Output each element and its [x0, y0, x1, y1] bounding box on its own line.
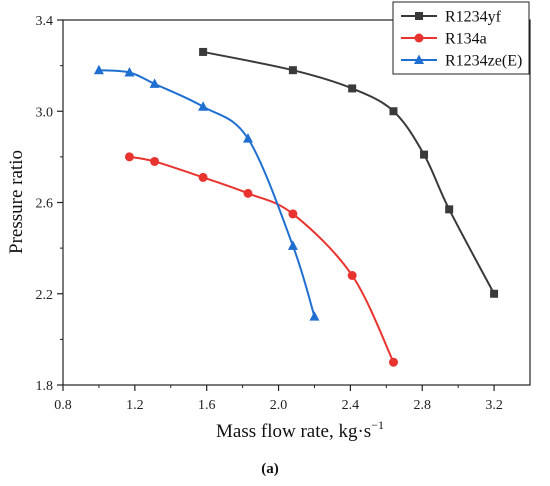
series-line-r134a	[129, 155, 395, 363]
legend-marker-r1234yf	[415, 12, 423, 20]
data-point-r134a	[288, 209, 298, 219]
y-tick-label: 1.8	[36, 379, 54, 394]
data-point-r1234ze-e	[149, 78, 160, 88]
x-tick-label: 1.2	[126, 398, 144, 413]
y-tick-label: 2.6	[36, 197, 54, 212]
y-axis-title: Pressure ratio	[6, 150, 27, 254]
data-point-r1234yf	[348, 84, 357, 93]
x-axis-title: Mass flow rate, kg·s−1	[216, 418, 384, 442]
data-point-r134a	[198, 172, 208, 182]
data-point-r1234ze-e	[243, 133, 254, 143]
legend-label-r134a: R134a	[445, 31, 487, 48]
data-point-r1234yf	[199, 47, 208, 56]
data-point-r1234yf	[445, 205, 454, 214]
data-point-r1234ze-e	[309, 311, 320, 321]
x-tick-label: 1.6	[198, 398, 216, 413]
data-point-r134a	[150, 156, 160, 166]
series-r1234yf	[199, 47, 499, 298]
data-point-r1234yf	[420, 150, 429, 159]
x-axis-title-unit-exponent: −1	[371, 418, 384, 432]
y-tick-label: 3.0	[36, 105, 54, 120]
legend-label-r1234ze-e: R1234ze(E)	[445, 53, 522, 70]
x-tick-label: 0.8	[54, 398, 72, 413]
axis-ticks: 0.8 1.2 1.6 2.0 2.4 2.8 3.2 1.8 2.2 2.6 3.0 3.4	[36, 14, 503, 413]
x-axis-title-main: Mass flow rate, kg·s	[216, 421, 371, 442]
data-point-r1234yf	[389, 107, 398, 116]
data-point-r1234ze-e	[124, 66, 135, 77]
data-point-r134a	[243, 188, 253, 198]
legend-label-r1234yf: R1234yf	[445, 9, 502, 26]
legend-marker-r134a	[414, 33, 424, 43]
series-r134a	[124, 152, 398, 367]
y-tick-label: 3.4	[36, 14, 54, 29]
series-line-r1234ze-e	[98, 69, 316, 317]
data-point-r1234ze-e	[287, 240, 298, 250]
y-tick-label: 2.2	[36, 288, 54, 303]
data-point-r1234yf	[490, 289, 499, 298]
x-tick-label: 2.8	[413, 398, 431, 413]
series-r1234ze-e	[93, 64, 320, 321]
data-point-r1234ze-e	[198, 101, 209, 111]
x-tick-label: 2.4	[342, 398, 360, 413]
legend-marker-r1234ze-e	[414, 54, 424, 64]
x-tick-label: 2.0	[270, 398, 288, 413]
series-layer	[93, 47, 499, 367]
data-point-r134a	[347, 271, 357, 280]
legend: R1234yf R134a R1234ze(E)	[392, 1, 530, 75]
data-point-r1234ze-e	[93, 64, 104, 75]
data-point-r1234yf	[288, 66, 297, 75]
x-tick-label: 3.2	[485, 398, 503, 413]
figure-caption: (a)	[261, 461, 279, 477]
data-point-r134a	[124, 152, 134, 162]
data-point-r134a	[388, 357, 398, 367]
